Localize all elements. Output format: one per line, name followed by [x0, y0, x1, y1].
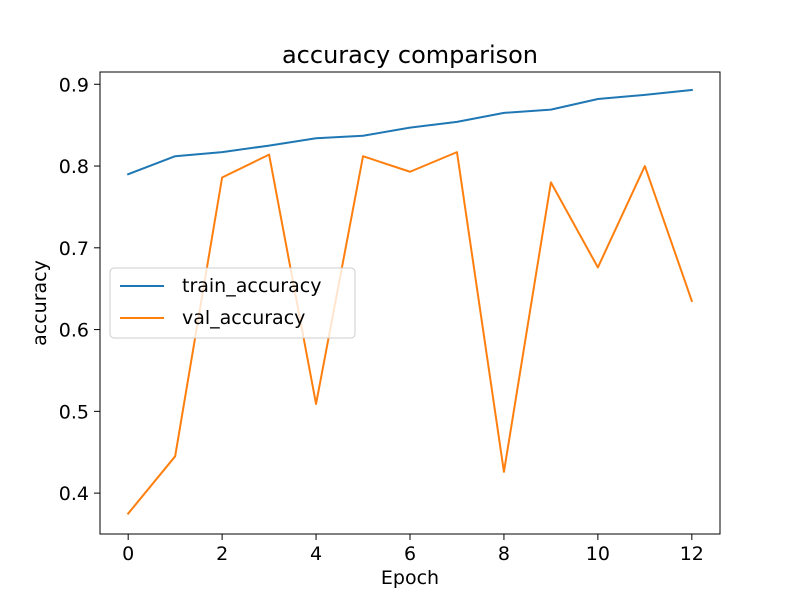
- data-point-train-accuracy: [409, 127, 411, 129]
- legend-box: [109, 267, 356, 339]
- y-tick-label: 0.4: [59, 483, 89, 505]
- y-tick-label: 0.8: [59, 156, 89, 178]
- series-line-train-accuracy: [126, 88, 693, 176]
- y-axis-label: accuracy: [29, 260, 51, 346]
- chart-title: accuracy comparison: [282, 41, 538, 69]
- x-tick-label: 10: [586, 543, 610, 565]
- data-point-train-accuracy: [691, 89, 693, 91]
- y-tick-label: 0.7: [59, 238, 89, 260]
- y-tick-label: 0.6: [59, 320, 89, 342]
- series-layer: [126, 88, 694, 515]
- y-tick-label: 0.9: [59, 74, 89, 96]
- legend: train_accuracy val_accuracy: [109, 267, 356, 339]
- data-point-val-accuracy: [362, 155, 364, 157]
- data-point-val-accuracy: [503, 471, 505, 473]
- data-point-train-accuracy: [550, 109, 552, 111]
- data-point-val-accuracy: [127, 513, 129, 515]
- legend-label-val-accuracy: val_accuracy: [182, 307, 305, 329]
- data-point-train-accuracy: [174, 155, 176, 157]
- y-axis-ticks: 0.4 0.5 0.6 0.7 0.8 0.9: [59, 74, 100, 505]
- data-point-train-accuracy: [644, 94, 646, 96]
- data-point-train-accuracy: [503, 112, 505, 114]
- data-point-train-accuracy: [268, 145, 270, 147]
- data-point-val-accuracy: [221, 176, 223, 178]
- data-point-train-accuracy: [127, 173, 129, 175]
- data-point-train-accuracy: [362, 135, 364, 137]
- data-point-val-accuracy: [550, 181, 552, 183]
- data-point-val-accuracy: [597, 266, 599, 268]
- x-tick-label: 8: [498, 543, 510, 565]
- legend-label-train-accuracy: train_accuracy: [182, 275, 321, 297]
- data-point-val-accuracy: [409, 171, 411, 173]
- x-tick-label: 6: [404, 543, 416, 565]
- data-point-val-accuracy: [456, 151, 458, 153]
- x-axis-label: Epoch: [381, 567, 439, 589]
- data-point-val-accuracy: [174, 455, 176, 457]
- data-point-train-accuracy: [221, 151, 223, 153]
- x-tick-label: 12: [680, 543, 704, 565]
- data-point-train-accuracy: [597, 98, 599, 100]
- data-point-val-accuracy: [644, 165, 646, 167]
- data-point-val-accuracy: [268, 154, 270, 156]
- data-point-val-accuracy: [315, 403, 317, 405]
- y-tick-label: 0.5: [59, 401, 89, 423]
- x-tick-label: 4: [310, 543, 322, 565]
- x-axis-ticks: 0 2 4 6 8 10 12: [122, 534, 704, 565]
- data-point-val-accuracy: [691, 300, 693, 302]
- x-tick-label: 0: [122, 543, 134, 565]
- x-tick-label: 2: [216, 543, 228, 565]
- series-line-val-accuracy: [126, 151, 694, 515]
- data-point-train-accuracy: [315, 137, 317, 139]
- data-point-train-accuracy: [456, 121, 458, 123]
